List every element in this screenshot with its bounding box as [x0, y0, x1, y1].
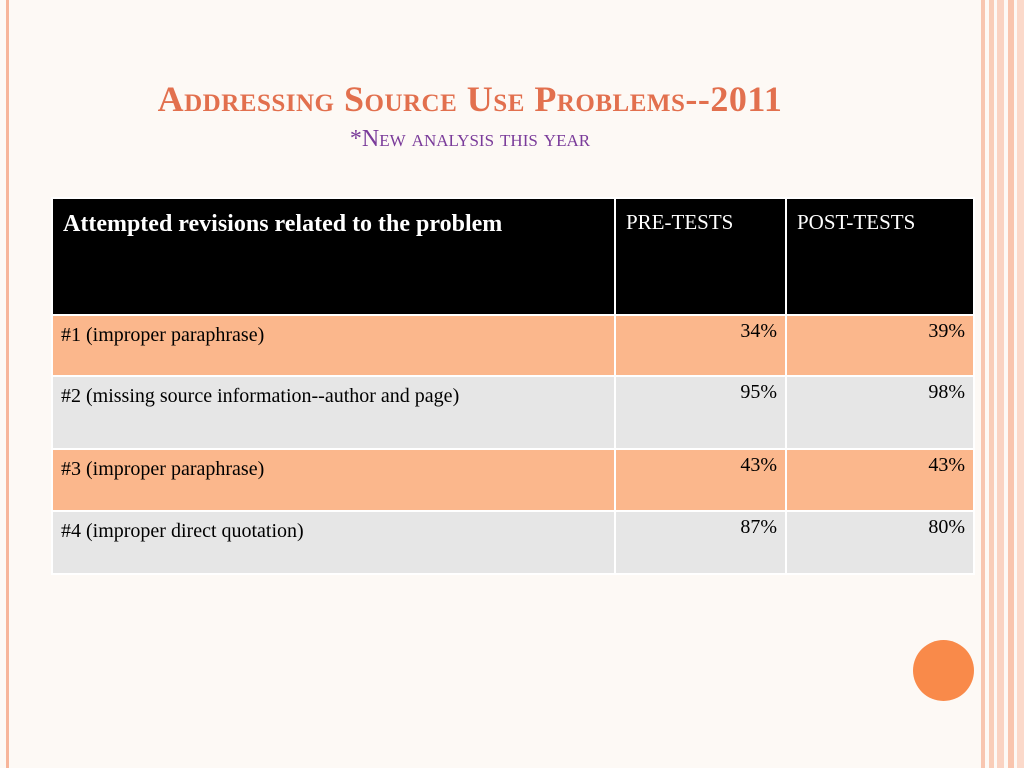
pre-test-value: 95%: [614, 375, 787, 450]
table-header-row: Attempted revisions related to the probl…: [51, 197, 975, 316]
pre-test-value: 87%: [614, 510, 787, 575]
header-attempted-revisions: Attempted revisions related to the probl…: [51, 197, 616, 316]
right-decor-stripe: [1008, 0, 1014, 768]
pre-test-value: 43%: [614, 448, 787, 512]
row-label: #3 (improper paraphrase): [51, 448, 616, 512]
post-test-value: 43%: [785, 448, 975, 512]
row-label: #4 (improper direct quotation): [51, 510, 616, 575]
right-decor-stripe: [997, 0, 1004, 768]
pre-test-value: 34%: [614, 314, 787, 377]
header-pre-tests: PRE-TESTS: [614, 197, 787, 316]
post-test-value: 98%: [785, 375, 975, 450]
post-test-value: 39%: [785, 314, 975, 377]
table-row: #1 (improper paraphrase) 34% 39%: [51, 314, 975, 377]
row-label: #1 (improper paraphrase): [51, 314, 616, 377]
table-row: #4 (improper direct quotation) 87% 80%: [51, 510, 975, 575]
right-decor-stripe: [981, 0, 985, 768]
table-row: #2 (missing source information--author a…: [51, 375, 975, 450]
left-frame-line: [6, 0, 9, 768]
post-test-value: 80%: [785, 510, 975, 575]
right-decor-stripe: [1017, 0, 1024, 768]
header-post-tests: POST-TESTS: [785, 197, 975, 316]
slide-title: Addressing Source Use Problems--2011: [157, 79, 783, 119]
table-row: #3 (improper paraphrase) 43% 43%: [51, 448, 975, 512]
results-table: Attempted revisions related to the probl…: [51, 197, 975, 575]
right-decor-stripe: [989, 0, 994, 768]
decorative-circle: [913, 640, 974, 701]
row-label: #2 (missing source information--author a…: [51, 375, 616, 450]
slide-subtitle: *New analysis this year: [349, 126, 591, 152]
